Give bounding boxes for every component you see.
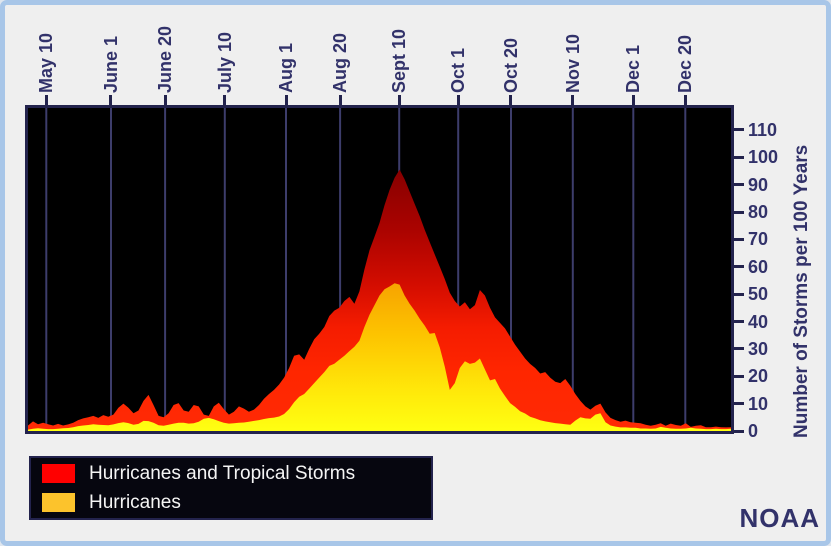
y-tick-mark — [734, 347, 744, 351]
x-tick-mark — [631, 95, 635, 106]
x-tick-mark — [163, 95, 167, 106]
y-tick-label: 20 — [748, 366, 769, 387]
y-tick-mark — [734, 402, 744, 406]
y-tick-mark — [734, 292, 744, 296]
y-tick-label: 40 — [748, 311, 769, 332]
y-tick-mark — [734, 183, 744, 187]
x-tick-label: Dec 1 — [623, 44, 644, 93]
y-tick-label: 80 — [748, 202, 769, 223]
legend: Hurricanes and Tropical Storms Hurricane… — [29, 456, 433, 520]
y-tick-mark — [734, 374, 744, 378]
plot-frame — [25, 105, 734, 434]
y-tick-label: 110 — [748, 119, 778, 140]
x-tick-label: June 1 — [100, 35, 121, 93]
noaa-logo-text: NOAA — [739, 503, 820, 533]
y-axis-title: Number of Storms per 100 Years — [791, 144, 812, 438]
y-tick-mark — [734, 128, 744, 132]
y-tick-mark — [734, 210, 744, 214]
y-tick-label: 30 — [748, 338, 769, 359]
y-tick-label: 60 — [748, 256, 769, 277]
x-tick-mark — [571, 95, 575, 106]
x-tick-mark — [109, 95, 113, 106]
x-tick-label: May 10 — [36, 32, 57, 93]
x-tick-mark — [44, 95, 48, 106]
y-tick-label: 90 — [748, 174, 769, 195]
x-tick-label: Oct 1 — [448, 47, 469, 93]
y-tick-label: 0 — [748, 421, 759, 441]
x-tick-label: June 20 — [155, 25, 176, 93]
y-tick-mark — [734, 155, 744, 159]
x-tick-mark — [456, 95, 460, 106]
y-tick-label: 70 — [748, 229, 769, 250]
y-tick-mark — [734, 265, 744, 269]
x-tick-mark — [223, 95, 227, 106]
x-tick-label: Aug 20 — [330, 32, 351, 93]
legend-item-hurricanes: Hurricanes — [42, 490, 431, 516]
y-tick-mark — [734, 429, 744, 433]
hurricanes-legend-swatch — [42, 493, 75, 512]
x-tick-mark — [683, 95, 687, 106]
x-tick-label: Sept 10 — [389, 28, 410, 93]
x-tick-label: July 10 — [214, 31, 235, 93]
y-tick-label: 10 — [748, 393, 769, 414]
x-tick-label: Oct 20 — [500, 37, 521, 93]
x-tick-mark — [509, 95, 513, 106]
plot-area — [28, 108, 731, 431]
x-tick-mark — [338, 95, 342, 106]
y-tick-label: 100 — [748, 147, 779, 168]
hurricanes-area-path — [28, 283, 731, 431]
x-tick-label: Nov 10 — [562, 33, 583, 93]
legend-item-storms: Hurricanes and Tropical Storms — [42, 461, 431, 487]
y-tick-mark — [734, 320, 744, 323]
storms-legend-label: Hurricanes and Tropical Storms — [89, 462, 356, 484]
x-tick-label: Dec 20 — [675, 34, 696, 93]
y-tick-label: 50 — [748, 284, 769, 305]
x-tick-mark — [284, 95, 288, 106]
x-tick-mark — [397, 95, 401, 106]
y-tick-mark — [734, 237, 744, 241]
storms-legend-swatch — [42, 464, 75, 483]
x-tick-label: Aug 1 — [276, 42, 296, 93]
hurricanes-legend-label: Hurricanes — [89, 491, 181, 513]
